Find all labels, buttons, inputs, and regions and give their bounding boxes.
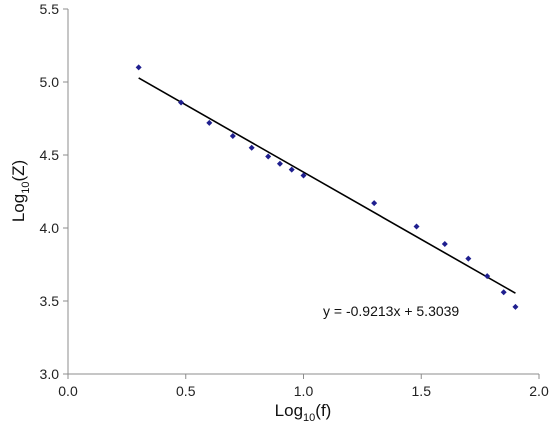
trendline-layer (138, 77, 516, 294)
data-point (465, 255, 472, 262)
x-tick-label: 1.5 (412, 383, 432, 399)
x-tick-label: 0.0 (58, 383, 78, 399)
trendline (138, 77, 516, 294)
data-point (288, 166, 295, 173)
data-point (441, 241, 448, 248)
data-point (484, 273, 491, 280)
y-ticks: 3.0 3.5 4.0 4.5 5.0 5.5 (40, 1, 68, 382)
x-tick-label: 1.0 (294, 383, 314, 399)
x-tick-label: 2.0 (529, 383, 549, 399)
y-axis-title: Log10(Z) (9, 160, 32, 222)
data-point (276, 160, 283, 167)
data-point (206, 119, 213, 126)
x-tick-label: 0.5 (176, 383, 196, 399)
data-point (413, 223, 420, 230)
x-axis-title: Log10(f) (275, 401, 332, 424)
y-tick-label: 4.5 (40, 147, 60, 163)
y-tick-label: 3.5 (40, 293, 60, 309)
data-point (500, 289, 507, 296)
data-point (229, 133, 236, 140)
data-points (135, 64, 519, 310)
y-tick-label: 4.0 (40, 220, 60, 236)
data-point (512, 303, 519, 310)
y-tick-label: 5.0 (40, 74, 60, 90)
data-point (248, 144, 255, 151)
data-point (178, 99, 185, 106)
data-point (265, 153, 272, 160)
data-point (135, 64, 142, 71)
y-tick-label: 3.0 (40, 366, 60, 382)
data-point (371, 200, 378, 207)
x-ticks: 0.0 0.5 1.0 1.5 2.0 (58, 374, 549, 399)
trendline-equation: y = -0.9213x + 5.3039 (323, 303, 459, 319)
y-tick-label: 5.5 (40, 1, 60, 17)
data-point (300, 172, 307, 179)
plot-area: 0.0 0.5 1.0 1.5 2.0 3.0 3.5 4.0 4.5 5.0 5.5 (40, 1, 549, 399)
